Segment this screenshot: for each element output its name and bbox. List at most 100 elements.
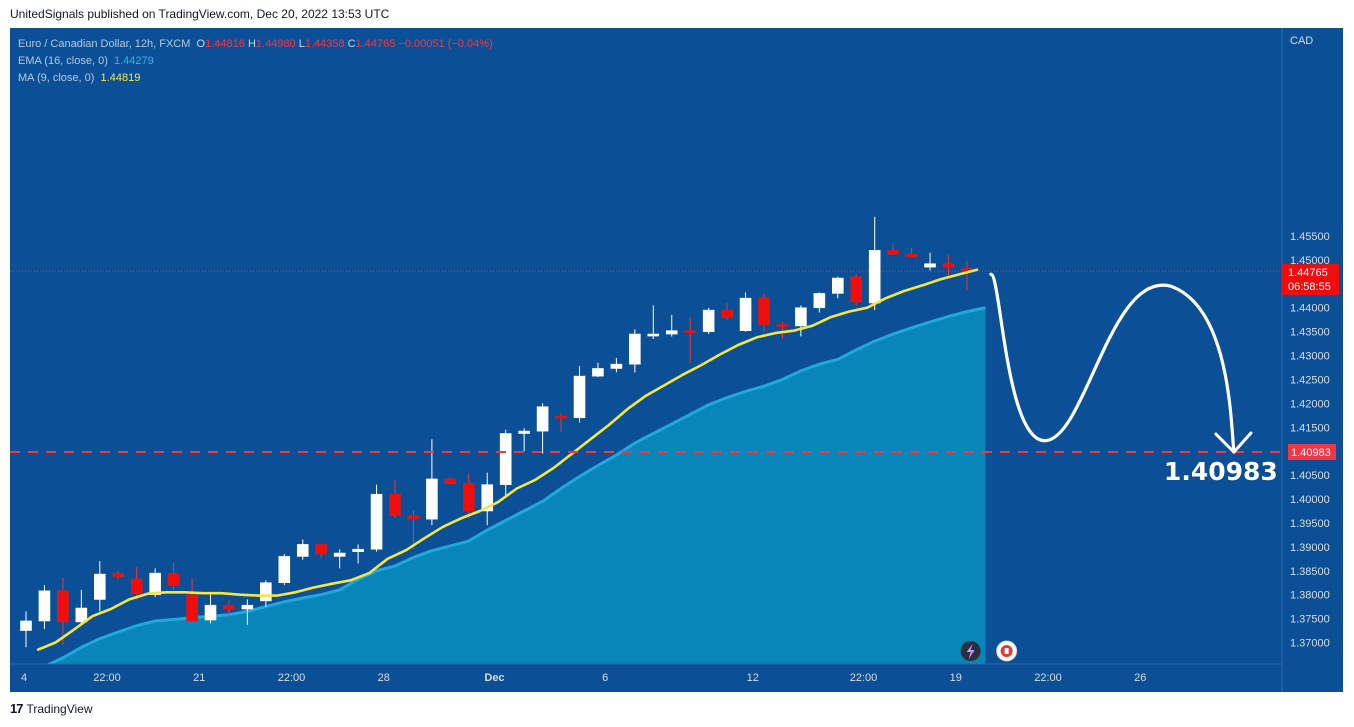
candle-body[interactable] (536, 406, 549, 432)
candle-body[interactable] (813, 293, 826, 309)
ma-line (36, 268, 979, 652)
currency-label: CAD (1290, 35, 1313, 47)
candle-body[interactable] (924, 263, 936, 268)
tradingview-logo[interactable]: 17 TradingView (10, 701, 93, 716)
y-tick-label: 1.41500 (1290, 422, 1330, 434)
x-tick-label: 4 (21, 672, 27, 684)
ema-area (10, 307, 986, 664)
target-price-badge-text: 1.40983 (1291, 447, 1331, 459)
candle-body[interactable] (407, 515, 420, 520)
candle-body[interactable] (94, 573, 106, 600)
candle-body[interactable] (426, 478, 438, 520)
candle-body[interactable] (795, 307, 807, 327)
candle-body[interactable] (739, 297, 752, 331)
x-tick-label: Dec (484, 672, 504, 684)
ema-value: 1.44279 (114, 55, 154, 67)
last-price-value: 1.44765 (1288, 267, 1328, 279)
x-tick-label: 22:00 (1034, 672, 1062, 684)
target-price-badge (1288, 444, 1336, 461)
candle-body[interactable] (647, 333, 660, 337)
legend-ema-row[interactable]: EMA (16, close, 0) 1.44279 (18, 53, 493, 70)
candle-body[interactable] (776, 324, 789, 328)
legend-symbol: Euro / Canadian Dollar, 12h, FXCM (18, 38, 191, 50)
candle-body[interactable] (315, 544, 328, 555)
legend-close: 1.44765 (355, 38, 396, 50)
candle-body[interactable] (610, 363, 623, 369)
ma-label: MA (9, close, 0) (18, 72, 95, 84)
forecast-path (989, 272, 1236, 454)
candle-body[interactable] (850, 276, 863, 303)
candle-body[interactable] (462, 482, 475, 512)
candle-body[interactable] (721, 309, 733, 318)
candle-body[interactable] (223, 604, 235, 610)
y-tick-label: 1.43000 (1290, 351, 1330, 363)
candle-body[interactable] (260, 582, 272, 602)
y-tick-label: 1.39500 (1290, 518, 1330, 530)
candle-body[interactable] (57, 590, 69, 623)
x-tick-label: 19 (950, 672, 962, 684)
candle-body[interactable] (296, 544, 309, 557)
candle-body[interactable] (20, 620, 32, 631)
candle-body[interactable] (75, 607, 88, 623)
candle-body[interactable] (38, 590, 51, 622)
candle-body[interactable] (518, 430, 530, 434)
candle-body[interactable] (333, 552, 346, 557)
y-tick-label: 1.38500 (1290, 566, 1330, 578)
y-tick-label: 1.37500 (1290, 614, 1330, 626)
candle-body[interactable] (592, 368, 604, 377)
tradingview-logo-text: TradingView (26, 701, 93, 716)
price-axis[interactable] (1282, 28, 1343, 692)
candle-body[interactable] (868, 250, 881, 304)
candle-body[interactable] (887, 250, 899, 255)
ema-label: EMA (16, close, 0) (18, 55, 108, 67)
legend-ohlc-row: Euro / Canadian Dollar, 12h, FXCM O1.448… (18, 36, 493, 53)
candle-body[interactable] (665, 330, 678, 335)
candle-body[interactable] (204, 604, 217, 621)
candle-body[interactable] (758, 296, 770, 325)
y-tick-label: 1.44000 (1290, 303, 1330, 315)
bolt-icon (966, 644, 975, 659)
y-tick-label: 1.40500 (1290, 470, 1330, 482)
x-tick-label: 12 (747, 672, 759, 684)
canada-flag-leaf (1004, 648, 1009, 654)
ma-value: 1.44819 (100, 72, 141, 84)
ema-line (46, 306, 986, 664)
candle-body[interactable] (370, 493, 383, 550)
candle-body[interactable] (499, 433, 512, 485)
x-tick-label: 26 (1134, 672, 1146, 684)
candle-body[interactable] (555, 415, 567, 419)
y-tick-label: 1.37000 (1290, 637, 1330, 649)
x-tick-label: 22:00 (93, 672, 121, 684)
y-tick-label: 1.43500 (1290, 327, 1330, 339)
legend-change: −0.00051 (−0.04%) (398, 38, 493, 50)
y-tick-label: 1.40000 (1290, 494, 1330, 506)
legend-low: 1.44358 (304, 38, 345, 50)
candle-body[interactable] (684, 330, 697, 333)
candle-body[interactable] (149, 572, 161, 595)
candle-body[interactable] (186, 594, 198, 622)
candle-body[interactable] (130, 578, 143, 595)
legend-high-label: H (247, 38, 256, 50)
candle-body[interactable] (241, 604, 254, 610)
candle-body[interactable] (112, 572, 125, 577)
candle-body[interactable] (905, 253, 918, 257)
legend-ma-row[interactable]: MA (9, close, 0) 1.44819 (18, 70, 493, 87)
candle-body[interactable] (444, 478, 457, 485)
candle-body[interactable] (481, 484, 494, 512)
y-tick-label: 1.45000 (1290, 255, 1330, 267)
candle-body[interactable] (942, 263, 955, 268)
x-tick-label: 6 (602, 672, 608, 684)
candle-body[interactable] (352, 548, 364, 552)
target-price-label: 1.40983 (1164, 457, 1278, 486)
candle-body[interactable] (831, 277, 844, 294)
candle-body[interactable] (389, 493, 401, 517)
candle-body[interactable] (278, 556, 291, 584)
x-tick-label: 21 (193, 672, 205, 684)
y-tick-label: 1.39000 (1290, 542, 1330, 554)
candle-body[interactable] (702, 309, 715, 332)
legend-open: 1.44816 (205, 38, 245, 50)
candle-body[interactable] (167, 572, 180, 586)
candle-body[interactable] (629, 333, 641, 365)
candle-body[interactable] (573, 375, 586, 419)
